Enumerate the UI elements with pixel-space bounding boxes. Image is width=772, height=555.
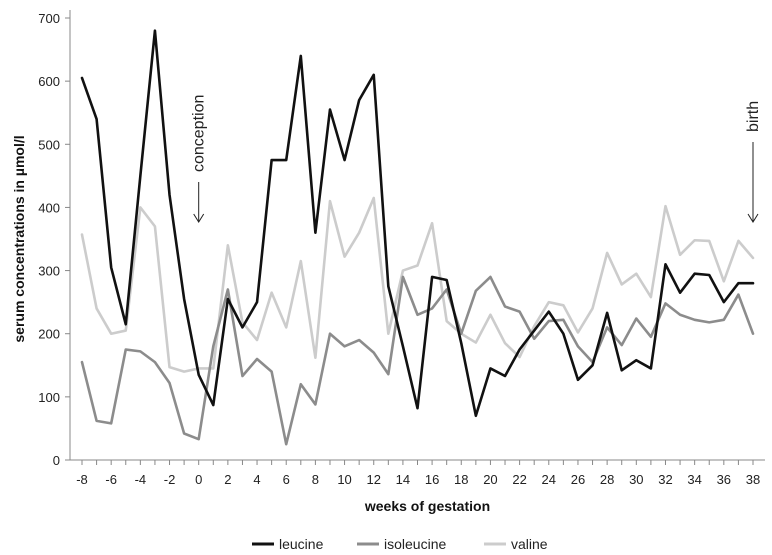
x-tick-label: 16 [425, 472, 439, 487]
x-tick-label: 14 [396, 472, 410, 487]
x-axis: -8 -6 -4 -2 0 2 4 6 8 10 12 14 16 18 20 22 24 26 28 30 32 34 3… [70, 459, 765, 487]
x-tick-label: 22 [512, 472, 526, 487]
x-tick-label: 28 [600, 472, 614, 487]
y-tick-label: 500 [38, 137, 60, 152]
x-axis-title: weeks of gestation [364, 498, 490, 514]
series-layer [80, 29, 755, 446]
x-tick-label: 4 [253, 472, 260, 487]
y-tick-label: 400 [38, 200, 60, 215]
x-tick-label: 8 [312, 472, 319, 487]
annotation-arrow-head [747, 213, 759, 223]
legend-item-leucine: leucine [252, 536, 324, 552]
y-tick-label: 700 [38, 11, 60, 26]
x-tick-label: 6 [283, 472, 290, 487]
y-tick-label: 200 [38, 327, 60, 342]
x-tick-label: 32 [658, 472, 672, 487]
x-tick-label: -4 [135, 472, 147, 487]
x-tick-label: 38 [746, 472, 760, 487]
x-tick-label: 34 [687, 472, 701, 487]
y-tick-label: 100 [38, 390, 60, 405]
y-axis: 0 100 200 300 400 500 600 700 [38, 10, 71, 468]
annotation-conception: conception [191, 95, 208, 223]
x-tick-label: 18 [454, 472, 468, 487]
legend-label: valine [511, 536, 548, 552]
x-tick-label: 36 [717, 472, 731, 487]
x-tick-label: 20 [483, 472, 497, 487]
x-tick-label: -6 [105, 472, 117, 487]
legend-item-isoleucine: isoleucine [357, 536, 446, 552]
annotation-text: conception [191, 95, 208, 172]
y-tick-label: 0 [53, 453, 60, 468]
annotation-layer: conception birth [191, 95, 762, 223]
y-axis-title: serum concentrations in µmol/l [11, 135, 27, 342]
x-tick-label: 2 [224, 472, 231, 487]
x-tick-label: 26 [571, 472, 585, 487]
annotation-birth: birth [745, 101, 762, 223]
y-tick-label: 300 [38, 264, 60, 279]
x-tick-label: 0 [195, 472, 202, 487]
series-line-leucine [80, 29, 755, 418]
series-line-isoleucine [80, 275, 755, 446]
x-tick-label: 12 [367, 472, 381, 487]
y-tick-label: 600 [38, 74, 60, 89]
x-tick-label: 24 [542, 472, 556, 487]
series-line-valine [80, 196, 755, 373]
x-tick-label: -8 [76, 472, 88, 487]
x-tick-label: -2 [164, 472, 176, 487]
legend: leucine isoleucine valine [252, 536, 548, 552]
legend-label: isoleucine [384, 536, 446, 552]
legend-label: leucine [279, 536, 324, 552]
x-tick-label: 30 [629, 472, 643, 487]
legend-item-valine: valine [484, 536, 548, 552]
x-tick-label: 10 [337, 472, 351, 487]
annotation-text: birth [745, 101, 762, 132]
annotation-arrow-head [193, 213, 205, 223]
